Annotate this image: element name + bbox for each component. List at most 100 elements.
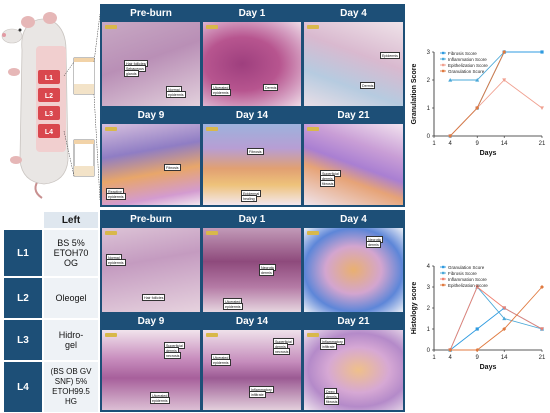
annotation: epidermis: [211, 359, 231, 367]
day-header: Day 9: [102, 314, 200, 329]
annotation: epidermis: [211, 89, 231, 97]
data-point: [475, 78, 480, 82]
annotation: infiltrate: [320, 343, 337, 351]
burn-site-l1: [38, 70, 60, 84]
histology-image-day9: Reactive epidermis Fibrosis: [102, 124, 200, 205]
x-tick-label: 21: [539, 355, 546, 361]
treatment-line: Oleogel: [55, 293, 87, 303]
day-header: Day 1: [203, 6, 301, 21]
y-tick-label: 3: [427, 285, 431, 291]
day-header: Day 9: [102, 108, 200, 123]
day-header: Day 4: [304, 212, 403, 227]
treatment-line: Hidro-: [58, 330, 84, 340]
legend-marker: [442, 277, 445, 281]
y-axis-title: Histology score: [411, 282, 418, 335]
row-label-l2: L2: [4, 278, 42, 318]
y-tick-label: 1: [427, 106, 431, 112]
histology-image-day1: Ulcerated epidermis Dermis: [203, 22, 301, 106]
treatment-line: ETOH99.5: [52, 387, 90, 396]
y-tick-label: 4: [427, 264, 431, 270]
y-tick-label: 2: [427, 78, 431, 84]
data-point: [475, 327, 479, 331]
treatment-line: HG: [65, 397, 77, 406]
annotation: epidermis: [166, 91, 186, 99]
histology-image-day21: Inflammatory infiltrate Deep dermis fibr…: [304, 330, 403, 410]
data-point: [475, 285, 480, 289]
x-tick-label: 1: [432, 141, 436, 147]
x-axis-title: Days: [480, 364, 497, 371]
histology-image-day4: Epidermis Dermis: [304, 22, 403, 106]
data-point: [448, 78, 453, 82]
treatment-cell-l3: Hidro- gel: [44, 320, 98, 360]
histology-grid-bottom: Pre-burn Day 1 Day 4 Normal epidermis Ha…: [100, 210, 405, 412]
treatment-line: BS 5%: [57, 238, 85, 248]
histology-image-day14: Ulcerated epidermis Superficial dermis n…: [203, 330, 301, 410]
legend-label: Epithelization Score: [448, 63, 488, 68]
legend-marker: [442, 51, 445, 55]
y-axis-title: Granulation Score: [411, 64, 418, 125]
histology-image-day9: Superficial dermis necrosis Ulcerated ep…: [102, 330, 200, 410]
annotation: dermis: [259, 269, 274, 277]
series-line: [450, 286, 543, 351]
treatment-cell-l4: (BS OB GV SNF) 5% ETOH99.5 HG: [44, 362, 98, 412]
y-tick-label: 1: [427, 327, 431, 333]
day-header: Day 14: [203, 108, 301, 123]
x-tick-label: 4: [449, 355, 453, 361]
legend-marker: [442, 271, 445, 275]
annotation: necrosis: [164, 352, 182, 360]
annotation: epidermis: [106, 259, 126, 267]
annotation: Dermis: [360, 82, 376, 90]
day-header: Day 1: [203, 212, 301, 227]
data-point: [502, 78, 507, 82]
treatment-line: OG: [63, 258, 78, 268]
histology-image-preburn: Hair follicles/ Sebaceous glands Normal …: [102, 22, 200, 106]
annotation: epidermis: [106, 193, 126, 201]
day-header: Day 14: [203, 314, 301, 329]
y-tick-label: 0: [427, 348, 431, 354]
loc-label-l2: L2: [45, 93, 53, 100]
annotation: necrosis: [273, 348, 291, 356]
annotation: infiltrate: [249, 391, 266, 399]
legend-label: Epithelization Score: [448, 283, 488, 288]
data-point: [502, 327, 507, 331]
data-point: [540, 106, 544, 110]
histology-image-day14: Fibrosis Epidermal healing: [203, 124, 301, 205]
burn-site-l3: [38, 106, 60, 120]
legend-label: Granulation Score: [448, 265, 485, 270]
x-tick-label: 21: [539, 141, 546, 147]
x-tick-label: 1: [432, 355, 436, 361]
histology-image-day4: Necrotic dermis: [304, 228, 403, 312]
legend-label: Granulation Score: [448, 69, 485, 74]
treatment-table: Left L1 BS 5% ETOH70 OG L2 Oleogel L3 Hi…: [4, 212, 98, 412]
annotation: fibrosis: [320, 180, 336, 188]
treatment-line: (BS OB GV: [50, 367, 92, 376]
mouse-labels: L1 L2 L3 L4: [45, 75, 53, 136]
mouse-illustration: [1, 12, 100, 200]
day-header: Day 21: [304, 314, 403, 329]
legend-marker: [442, 265, 445, 269]
annotation: epidermis: [150, 397, 170, 405]
row-label-l4: L4: [4, 362, 42, 412]
row-label-l1: L1: [4, 230, 42, 276]
annotation: Fibrosis: [164, 164, 181, 172]
treatment-line: gel: [64, 340, 77, 350]
data-point: [540, 50, 544, 54]
y-tick-label: 0: [427, 134, 431, 140]
annotation: fibrosis: [324, 398, 340, 406]
loc-label-l3: L3: [45, 111, 53, 118]
legend-label: Fibrosis Score: [448, 271, 477, 276]
data-point: [502, 306, 507, 310]
series-line: [449, 286, 543, 351]
annotation: epidermis: [223, 303, 243, 311]
annotation: glands: [124, 70, 139, 78]
series-line: [449, 79, 543, 137]
y-tick-label: 3: [427, 50, 431, 56]
data-point: [502, 50, 507, 54]
day-header: Pre-burn: [102, 6, 200, 21]
annotation: dermis: [366, 241, 381, 249]
x-tick-label: 14: [501, 355, 508, 361]
legend-marker: [442, 283, 445, 287]
day-header: Pre-burn: [102, 212, 200, 227]
